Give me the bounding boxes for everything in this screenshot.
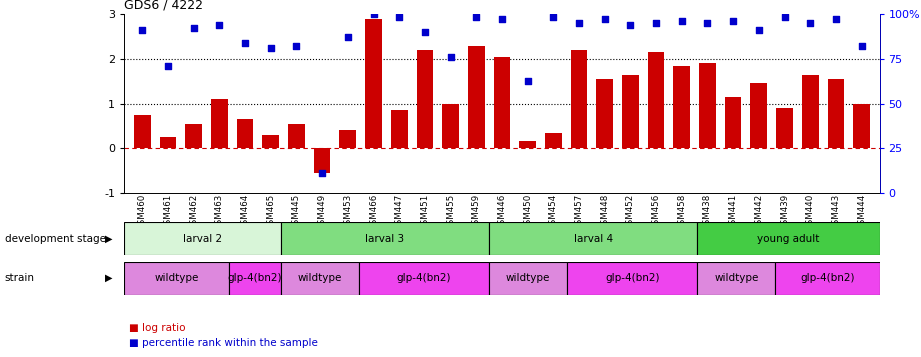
Point	[752, 27, 766, 33]
Text: glp-4(bn2): glp-4(bn2)	[800, 273, 855, 283]
Text: development stage: development stage	[5, 234, 106, 244]
Text: wildtype: wildtype	[506, 273, 550, 283]
Bar	[597, 79, 613, 148]
Bar	[124, 222, 281, 255]
Text: glp-4(bn2): glp-4(bn2)	[397, 273, 451, 283]
Point	[135, 27, 150, 33]
Bar	[699, 64, 716, 148]
Text: young adult: young adult	[757, 234, 820, 244]
Point	[777, 14, 792, 19]
Text: larval 3: larval 3	[366, 234, 404, 244]
Bar	[545, 132, 562, 148]
Text: larval 4: larval 4	[574, 234, 612, 244]
Bar	[697, 262, 775, 295]
Bar	[802, 75, 819, 148]
Bar	[853, 104, 870, 148]
Point	[674, 18, 689, 24]
Text: GDS6 / 4222: GDS6 / 4222	[124, 0, 204, 12]
Bar	[358, 262, 489, 295]
Bar	[776, 108, 793, 148]
Point	[520, 79, 535, 84]
Bar	[416, 50, 433, 148]
Bar	[519, 141, 536, 148]
Bar	[134, 115, 151, 148]
Bar	[567, 262, 697, 295]
Bar	[489, 262, 567, 295]
Bar	[159, 137, 176, 148]
Bar	[237, 119, 253, 148]
Bar	[468, 46, 484, 148]
Text: ■ percentile rank within the sample: ■ percentile rank within the sample	[129, 338, 318, 348]
Point	[341, 34, 356, 40]
Bar	[828, 79, 845, 148]
Text: wildtype: wildtype	[714, 273, 759, 283]
Bar	[751, 84, 767, 148]
Point	[829, 16, 844, 22]
Point	[315, 170, 330, 176]
Bar	[340, 130, 356, 148]
Point	[648, 20, 663, 26]
Text: wildtype: wildtype	[297, 273, 342, 283]
Bar	[571, 50, 588, 148]
Point	[212, 22, 227, 28]
Point	[160, 63, 175, 69]
Bar	[211, 99, 227, 148]
Point	[803, 20, 818, 26]
Point	[700, 20, 715, 26]
Bar	[775, 262, 880, 295]
Point	[572, 20, 587, 26]
Bar	[281, 222, 489, 255]
Bar	[442, 104, 459, 148]
Point	[726, 18, 740, 24]
Point	[546, 14, 561, 19]
Text: ▶: ▶	[105, 273, 112, 283]
Bar	[262, 135, 279, 148]
Text: ■ log ratio: ■ log ratio	[129, 323, 185, 333]
Bar	[391, 110, 407, 148]
Point	[238, 40, 252, 46]
Bar	[281, 262, 358, 295]
Text: strain: strain	[5, 273, 35, 283]
Point	[623, 22, 637, 28]
Bar	[288, 124, 305, 148]
Point	[443, 54, 458, 60]
Bar	[673, 66, 690, 148]
Bar	[622, 75, 639, 148]
Point	[854, 43, 869, 49]
Point	[495, 16, 509, 22]
Text: glp-4(bn2): glp-4(bn2)	[605, 273, 659, 283]
Point	[469, 14, 484, 19]
Point	[263, 45, 278, 51]
Bar	[185, 124, 202, 148]
Text: glp-4(bn2): glp-4(bn2)	[227, 273, 282, 283]
Bar	[697, 222, 880, 255]
Bar	[124, 262, 228, 295]
Bar	[228, 262, 281, 295]
Bar	[314, 148, 331, 173]
Text: larval 2: larval 2	[183, 234, 222, 244]
Bar	[494, 57, 510, 148]
Point	[289, 43, 304, 49]
Point	[367, 11, 381, 17]
Bar	[365, 19, 382, 148]
Bar	[489, 222, 697, 255]
Point	[417, 29, 432, 35]
Text: ▶: ▶	[105, 234, 112, 244]
Bar	[647, 52, 664, 148]
Text: wildtype: wildtype	[154, 273, 199, 283]
Point	[186, 25, 201, 31]
Point	[598, 16, 612, 22]
Bar	[725, 97, 741, 148]
Point	[391, 14, 406, 19]
